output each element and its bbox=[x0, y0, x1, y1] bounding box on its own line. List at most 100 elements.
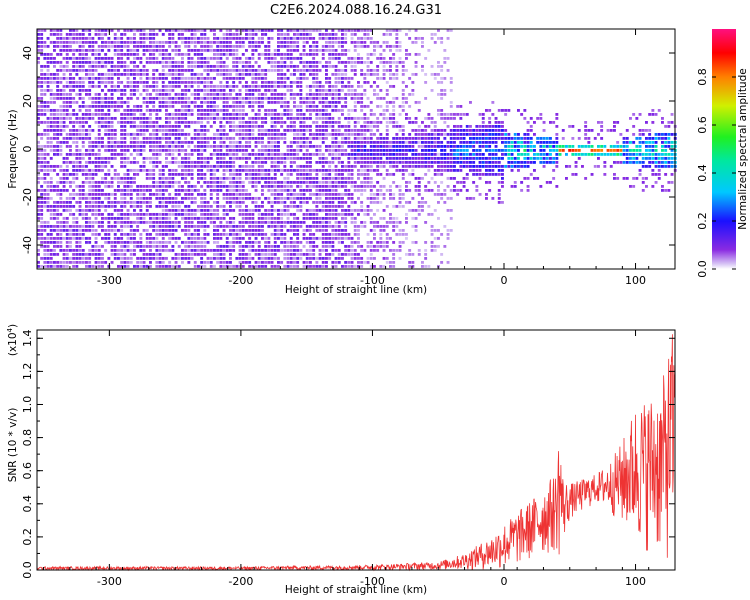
heatmap-cell bbox=[171, 33, 175, 36]
heatmap-cell bbox=[120, 181, 124, 184]
heatmap-cell bbox=[152, 125, 156, 128]
heatmap-cell bbox=[209, 105, 213, 108]
heatmap-cell bbox=[193, 149, 197, 152]
heatmap-cell bbox=[88, 45, 92, 48]
heatmap-cell bbox=[40, 93, 44, 96]
heatmap-cell bbox=[264, 169, 268, 172]
heatmap-cell bbox=[37, 157, 40, 160]
heatmap-cell bbox=[286, 129, 290, 132]
heatmap-cell bbox=[53, 153, 56, 156]
heatmap-cell bbox=[344, 153, 348, 156]
heatmap-cell bbox=[257, 141, 261, 144]
heatmap-cell bbox=[299, 133, 303, 136]
heatmap-cell bbox=[238, 201, 242, 204]
heatmap-cell bbox=[305, 229, 309, 232]
heatmap-cell bbox=[85, 57, 88, 60]
heatmap-cell bbox=[257, 225, 261, 228]
heatmap-cell bbox=[184, 205, 188, 208]
heatmap-cell bbox=[350, 57, 354, 60]
heatmap-cell bbox=[53, 41, 56, 44]
heatmap-cell bbox=[187, 181, 191, 184]
heatmap-cell bbox=[350, 181, 354, 184]
heatmap-cell bbox=[254, 49, 258, 52]
heatmap-cell bbox=[56, 81, 60, 84]
heatmap-cell bbox=[187, 113, 191, 116]
heatmap-cell bbox=[152, 157, 156, 160]
heatmap-cell bbox=[139, 261, 143, 264]
heatmap-cell bbox=[65, 105, 69, 108]
heatmap-cell bbox=[309, 61, 312, 64]
heatmap-cell bbox=[168, 213, 172, 216]
heatmap-cell bbox=[171, 97, 175, 100]
heatmap-cell bbox=[229, 105, 232, 108]
heatmap-cell bbox=[245, 137, 248, 140]
heatmap-cell bbox=[280, 137, 284, 140]
heatmap-cell bbox=[238, 45, 242, 48]
heatmap-cell bbox=[40, 165, 44, 168]
heatmap-cell bbox=[190, 209, 194, 212]
heatmap-cell bbox=[133, 93, 136, 96]
heatmap-cell bbox=[254, 185, 258, 188]
heatmap-cell bbox=[206, 217, 210, 220]
heatmap-cell bbox=[238, 245, 242, 248]
heatmap-cell bbox=[366, 245, 370, 248]
heatmap-cell bbox=[97, 133, 101, 136]
heatmap-cell bbox=[360, 173, 364, 176]
heatmap-cell bbox=[136, 173, 140, 176]
heatmap-cell bbox=[293, 241, 296, 244]
heatmap-cell bbox=[289, 193, 293, 196]
heatmap-cell bbox=[97, 181, 101, 184]
heatmap-cell bbox=[149, 205, 152, 208]
heatmap-cell bbox=[174, 29, 178, 32]
heatmap-cell bbox=[94, 173, 98, 176]
heatmap-cell bbox=[104, 105, 108, 108]
heatmap-cell bbox=[225, 37, 229, 40]
heatmap-cell bbox=[283, 121, 287, 124]
heatmap-cell bbox=[232, 165, 236, 168]
heatmap-cell bbox=[337, 109, 341, 112]
heatmap-cell bbox=[85, 225, 88, 228]
heatmap-cell bbox=[213, 177, 216, 180]
heatmap-cell bbox=[209, 29, 213, 32]
heatmap-cell bbox=[101, 157, 104, 160]
heatmap-cell bbox=[174, 193, 178, 196]
heatmap-cell bbox=[107, 41, 111, 44]
heatmap-cell bbox=[97, 193, 101, 196]
heatmap-cell bbox=[145, 197, 149, 200]
heatmap-cell bbox=[110, 165, 114, 168]
heatmap-cell bbox=[209, 45, 213, 48]
heatmap-cell bbox=[158, 129, 162, 132]
heatmap-cell bbox=[347, 61, 351, 64]
heatmap-cell bbox=[321, 221, 325, 224]
heatmap-cell bbox=[75, 245, 79, 248]
heatmap-cell bbox=[341, 41, 344, 44]
heatmap-cell bbox=[254, 221, 258, 224]
heatmap-cell bbox=[206, 161, 210, 164]
heatmap-cell bbox=[369, 249, 373, 252]
heatmap-cell bbox=[129, 261, 133, 264]
heatmap-cell bbox=[369, 101, 373, 104]
heatmap-cell bbox=[142, 149, 146, 152]
heatmap-cell bbox=[283, 201, 287, 204]
heatmap-cell bbox=[312, 253, 316, 256]
heatmap-cell bbox=[357, 173, 360, 176]
heatmap-cell bbox=[197, 117, 200, 120]
heatmap-cell bbox=[213, 33, 216, 36]
heatmap-cell bbox=[283, 45, 287, 48]
heatmap-cell bbox=[357, 185, 360, 188]
heatmap-cell bbox=[123, 205, 127, 208]
heatmap-cell bbox=[213, 181, 216, 184]
heatmap-cell bbox=[299, 201, 303, 204]
heatmap-cell bbox=[81, 137, 85, 140]
heatmap-cell bbox=[277, 181, 280, 184]
heatmap-cell bbox=[145, 37, 149, 40]
heatmap-cell bbox=[369, 61, 373, 64]
heatmap-cell bbox=[225, 233, 229, 236]
heatmap-cell bbox=[203, 221, 207, 224]
heatmap-cell bbox=[302, 121, 306, 124]
heatmap-cell bbox=[241, 221, 245, 224]
heatmap-cell bbox=[299, 57, 303, 60]
heatmap-cell bbox=[379, 121, 383, 124]
heatmap-cell bbox=[65, 233, 69, 236]
heatmap-cell bbox=[85, 53, 88, 56]
